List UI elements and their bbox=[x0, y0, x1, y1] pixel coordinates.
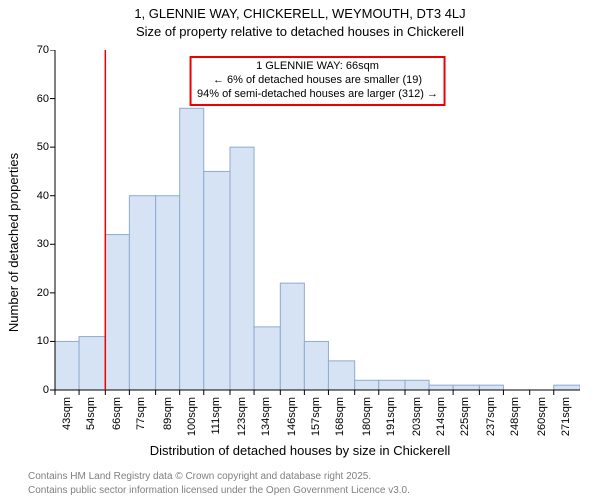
x-tick-label: 89sqm bbox=[162, 394, 174, 430]
x-tick-label: 100sqm bbox=[186, 394, 198, 436]
histogram-bar bbox=[204, 171, 230, 390]
annotation-line3: 94% of semi-detached houses are larger (… bbox=[197, 88, 438, 102]
x-tick-label: 123sqm bbox=[236, 394, 248, 436]
histogram-bar bbox=[254, 327, 280, 390]
histogram-bar bbox=[156, 196, 180, 390]
histogram-bar bbox=[453, 385, 479, 390]
x-tick-label: 203sqm bbox=[411, 394, 423, 436]
x-tick-label: 260sqm bbox=[536, 394, 548, 436]
chart-title-line1: 1, GLENNIE WAY, CHICKERELL, WEYMOUTH, DT… bbox=[0, 6, 600, 21]
attribution-line1: Contains HM Land Registry data © Crown c… bbox=[28, 471, 371, 482]
histogram-bar bbox=[230, 147, 254, 390]
histogram-bar bbox=[405, 380, 429, 390]
histogram-bar bbox=[429, 385, 453, 390]
x-tick-label: 271sqm bbox=[560, 394, 572, 436]
histogram-bar bbox=[328, 361, 354, 390]
histogram-bar bbox=[554, 385, 580, 390]
histogram-bar bbox=[129, 196, 155, 390]
x-tick-label: 157sqm bbox=[310, 394, 322, 436]
x-tick-label: 248sqm bbox=[509, 394, 521, 436]
histogram-bar bbox=[105, 235, 129, 390]
annotation-line1: 1 GLENNIE WAY: 66sqm bbox=[197, 60, 438, 74]
x-tick-label: 111sqm bbox=[210, 394, 222, 435]
histogram-bar bbox=[79, 337, 105, 390]
histogram-bar bbox=[304, 341, 328, 390]
histogram-bar bbox=[55, 341, 79, 390]
annotation-line2: ← 6% of detached houses are smaller (19) bbox=[197, 74, 438, 88]
histogram-bar bbox=[479, 385, 503, 390]
x-tick-label: 134sqm bbox=[260, 394, 272, 436]
chart-container: 1, GLENNIE WAY, CHICKERELL, WEYMOUTH, DT… bbox=[0, 0, 600, 500]
x-axis-label: Distribution of detached houses by size … bbox=[0, 443, 600, 458]
x-tick-label: 66sqm bbox=[111, 394, 123, 430]
annotation-box: 1 GLENNIE WAY: 66sqm← 6% of detached hou… bbox=[189, 56, 446, 106]
y-axis-label: Number of detached properties bbox=[6, 63, 21, 242]
x-tick-label: 225sqm bbox=[459, 394, 471, 436]
histogram-bar bbox=[355, 380, 379, 390]
attribution-line2: Contains public sector information licen… bbox=[28, 485, 410, 496]
x-tick-label: 43sqm bbox=[61, 394, 73, 430]
histogram-bar bbox=[180, 108, 204, 390]
x-tick-label: 54sqm bbox=[85, 394, 97, 430]
chart-title-line2: Size of property relative to detached ho… bbox=[0, 24, 600, 39]
x-tick-label: 168sqm bbox=[334, 394, 346, 436]
x-tick-label: 237sqm bbox=[485, 394, 497, 436]
x-tick-label: 146sqm bbox=[286, 394, 298, 436]
x-tick-label: 191sqm bbox=[385, 394, 397, 436]
histogram-bar bbox=[379, 380, 405, 390]
x-tick-label: 214sqm bbox=[435, 394, 447, 436]
x-tick-label: 180sqm bbox=[361, 394, 373, 436]
plot-area: 01020304050607043sqm54sqm66sqm77sqm89sqm… bbox=[55, 50, 580, 390]
histogram-bar bbox=[280, 283, 304, 390]
x-tick-label: 77sqm bbox=[135, 394, 147, 430]
